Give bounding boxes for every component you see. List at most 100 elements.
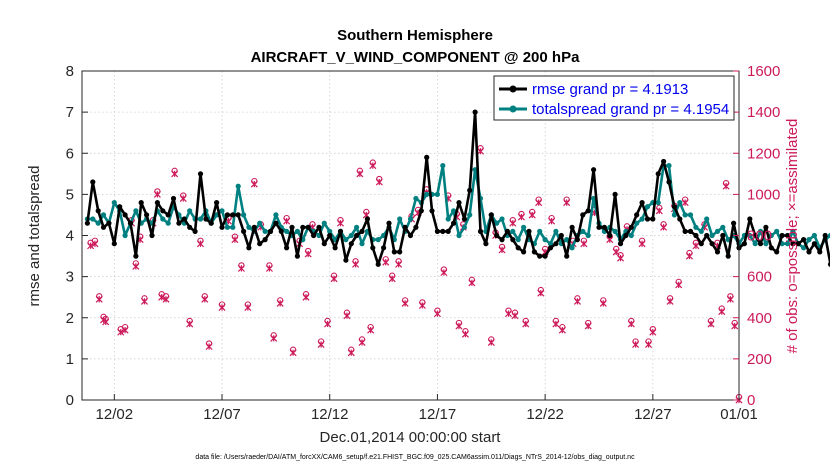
- series-0-point: [817, 249, 823, 255]
- series-0-point: [531, 249, 538, 255]
- y-axis-left: 0 1 2 3 4 5 6 7 8: [66, 63, 88, 409]
- obs-marker: [418, 299, 426, 309]
- series-0-point: [407, 232, 414, 239]
- series-1-point: [752, 241, 758, 247]
- series-0-point: [698, 241, 704, 247]
- series-0-point: [413, 224, 419, 230]
- series-0-point: [267, 228, 274, 234]
- series-0-point: [348, 241, 354, 247]
- series-0-point: [375, 261, 381, 267]
- obs-marker: [102, 315, 110, 326]
- series-0-point: [510, 237, 516, 243]
- obs-marker: [95, 293, 103, 303]
- series-1-point: [241, 212, 247, 218]
- obs-marker: [726, 293, 734, 303]
- series-1-point: [235, 183, 241, 189]
- series-0-point: [370, 245, 376, 251]
- series-0-point: [537, 253, 543, 259]
- series-0-point: [494, 232, 500, 239]
- series-0-point: [219, 224, 225, 230]
- series-0-point: [149, 232, 155, 239]
- series-1-point: [122, 232, 128, 239]
- series-0-point: [224, 212, 230, 218]
- series-1-point: [644, 204, 651, 210]
- series-1-point: [424, 191, 430, 197]
- series-1-point: [510, 228, 516, 234]
- series-1-point: [806, 237, 812, 243]
- series-0-point: [768, 245, 774, 251]
- series-0-point: [639, 200, 645, 206]
- series-0-point: [332, 245, 338, 251]
- obs-marker: [528, 208, 536, 219]
- y-axis-label: rmse and totalspread: [26, 166, 43, 307]
- series-1-point: [224, 224, 230, 230]
- series-1-point: [801, 245, 807, 251]
- series-1-point: [693, 224, 699, 230]
- series-0-point: [321, 241, 327, 247]
- series-0-point: [752, 232, 758, 239]
- series-1-point: [774, 228, 780, 234]
- y2-tick-label: 200: [747, 351, 772, 368]
- obs-marker: [558, 323, 566, 334]
- series-0-point: [467, 187, 473, 193]
- y2-tick-label: 1200: [747, 145, 780, 162]
- series-0-point: [381, 245, 387, 251]
- obs-marker: [289, 346, 297, 357]
- obs-marker: [433, 307, 441, 318]
- obs-marker: [330, 272, 338, 283]
- series-0-point: [547, 245, 554, 251]
- series-1-point: [564, 237, 570, 243]
- series-0-point: [273, 220, 279, 226]
- y2-tick-label: 1600: [747, 63, 780, 80]
- obs-marker: [660, 221, 668, 231]
- series-1-point: [639, 216, 645, 222]
- series-0-point: [472, 109, 478, 115]
- y-tick-label: 8: [66, 63, 74, 80]
- series-1-point: [461, 224, 467, 230]
- series-0-point: [181, 216, 187, 222]
- series-0-point: [553, 241, 559, 247]
- series-0-point: [440, 228, 446, 234]
- obs-marker: [511, 309, 519, 320]
- series-1-point: [585, 232, 591, 239]
- x-tick-label: 01/01: [720, 406, 758, 423]
- y2-tick-label: 0: [747, 392, 755, 409]
- obs-marker: [440, 266, 448, 277]
- series-0-point: [677, 216, 683, 222]
- series-0-point: [418, 208, 424, 214]
- y2-tick-label: 400: [747, 310, 772, 327]
- series-1-point: [100, 212, 107, 218]
- series-1-point: [321, 220, 327, 226]
- obs-marker: [468, 276, 476, 287]
- obs-marker: [692, 239, 700, 250]
- series-1-point: [434, 191, 440, 197]
- series-0-point: [477, 228, 484, 234]
- series-0-point: [612, 191, 618, 197]
- obs-marker: [632, 338, 640, 349]
- legend-marker-spread: [509, 105, 517, 113]
- obs-marker: [537, 286, 545, 297]
- series-0-point: [644, 216, 651, 222]
- series-0-point: [84, 220, 90, 226]
- obs-marker: [517, 210, 525, 221]
- y2-tick-label: 1400: [747, 104, 780, 121]
- obs-marker: [369, 159, 377, 170]
- series-0-point: [235, 212, 241, 218]
- series-0-point: [774, 249, 780, 255]
- series-1-point: [714, 228, 721, 234]
- series-0-point: [650, 216, 656, 222]
- series-1-point: [90, 216, 96, 222]
- series-0-point: [483, 241, 489, 247]
- y-axis-right: 0 200 400 600 800 1000 1200 1400 1600: [733, 63, 780, 409]
- series-1-point: [757, 228, 764, 234]
- series-0-point: [747, 216, 753, 222]
- obs-marker: [276, 297, 284, 307]
- series-0-point: [714, 249, 721, 255]
- series-0-point: [197, 171, 204, 177]
- obs-marker: [162, 293, 170, 303]
- obs-marker: [244, 301, 252, 311]
- obs-marker: [367, 323, 375, 334]
- obs-marker: [455, 319, 463, 330]
- series-1-point: [413, 195, 419, 202]
